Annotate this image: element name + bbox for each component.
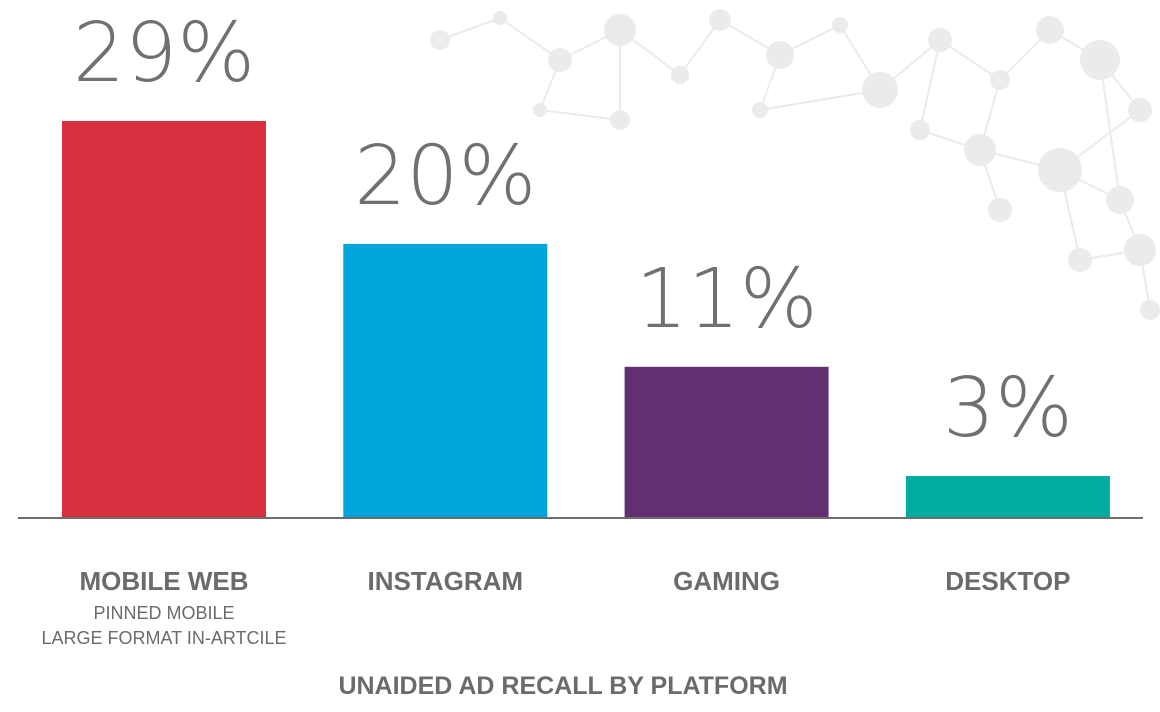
network-node — [548, 48, 572, 72]
network-link — [539, 109, 621, 121]
network-node — [1106, 186, 1134, 214]
network-node — [910, 120, 930, 140]
network-node — [988, 198, 1012, 222]
value-label: 20% — [354, 129, 536, 224]
value-label: 11% — [635, 252, 817, 347]
network-node — [928, 28, 952, 52]
network-node — [533, 103, 547, 117]
network-node — [990, 70, 1010, 90]
chart-title: UNAIDED AD RECALL BY PLATFORM — [338, 672, 787, 700]
bar-instagram — [343, 243, 548, 517]
network-background-decoration — [430, 9, 1160, 320]
network-node — [1068, 248, 1092, 272]
network-node — [1038, 148, 1082, 192]
network-node — [709, 9, 731, 31]
network-node — [604, 14, 636, 46]
network-link — [1099, 59, 1121, 201]
network-node — [493, 11, 507, 25]
category-label: INSTAGRAM — [368, 566, 524, 596]
network-node — [766, 41, 794, 69]
category-label: GAMING — [673, 566, 780, 596]
network-node — [1124, 234, 1156, 266]
network-node — [610, 110, 630, 130]
value-label: 3% — [943, 361, 1073, 456]
bar-mobile-web — [62, 121, 266, 517]
network-node — [832, 17, 848, 33]
category-sublabel: PINNED MOBILE — [93, 603, 234, 623]
value-label: 29% — [73, 6, 255, 101]
network-node — [671, 66, 689, 84]
category-sublabel: LARGE FORMAT IN-ARTCILE — [41, 628, 286, 648]
network-link — [759, 89, 881, 111]
bar-desktop — [905, 476, 1110, 517]
category-labels-group: MOBILE WEB PINNED MOBILE LARGE FORMAT IN-A… — [41, 566, 1070, 648]
network-node — [1036, 16, 1064, 44]
network-node — [964, 134, 996, 166]
category-label: DESKTOP — [945, 566, 1070, 596]
network-node — [1140, 300, 1160, 320]
category-label: MOBILE WEB — [80, 566, 249, 596]
network-link — [939, 39, 1001, 81]
network-node — [752, 102, 768, 118]
network-node — [430, 30, 450, 50]
network-node — [1080, 40, 1120, 80]
network-link — [919, 39, 941, 131]
value-labels-group: 29% 20% 11% 3% — [73, 6, 1073, 456]
bars-group — [62, 121, 1110, 517]
network-link — [499, 17, 561, 61]
network-link — [679, 19, 721, 76]
network-node — [862, 72, 898, 108]
bar-gaming — [624, 366, 829, 517]
network-node — [1128, 98, 1152, 122]
network-link — [439, 17, 501, 41]
